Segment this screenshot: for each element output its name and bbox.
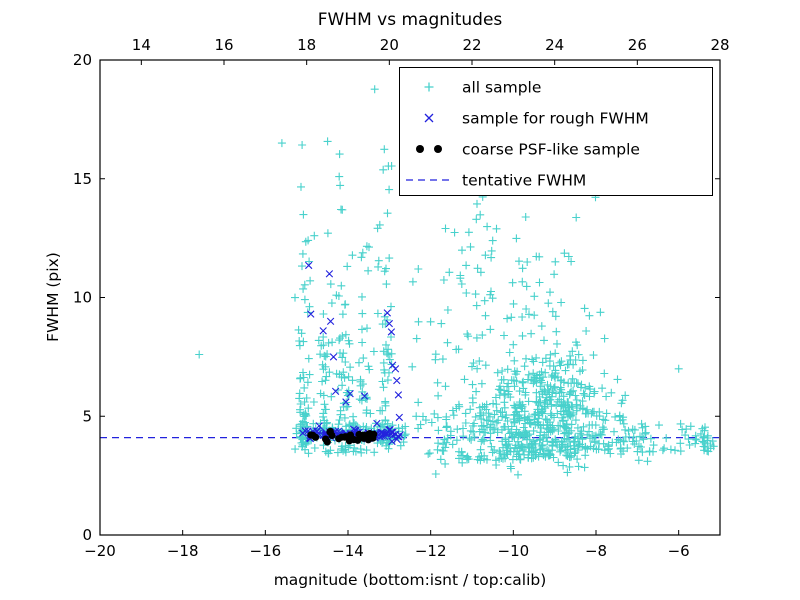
x-tick-label: −8 <box>585 542 607 560</box>
legend: all sample sample for rough FWHM coarse PS… <box>399 67 713 196</box>
y-tick-label: 15 <box>73 170 92 188</box>
top-x-tick-label: 22 <box>462 36 481 54</box>
legend-label: tentative FWHM <box>462 172 586 190</box>
y-tick-label: 5 <box>82 407 92 425</box>
top-x-tick-label: 26 <box>628 36 647 54</box>
top-x-tick-label: 24 <box>545 36 564 54</box>
legend-dot-marker-icon <box>416 145 424 153</box>
top-x-tick-label: 18 <box>297 36 316 54</box>
x-tick-label: −10 <box>498 542 530 560</box>
top-x-tick-label: 28 <box>710 36 729 54</box>
top-x-tick-label: 20 <box>380 36 399 54</box>
y-tick-label: 0 <box>82 526 92 544</box>
legend-label: all sample <box>462 79 541 97</box>
legend-dot-marker-icon <box>434 145 442 153</box>
series-dot <box>307 427 378 446</box>
y-axis-label: FWHM (pix) <box>44 252 62 342</box>
x-tick-label: −18 <box>167 542 199 560</box>
y-tick-label: 10 <box>73 289 92 307</box>
top-x-tick-label: 14 <box>132 36 151 54</box>
x-axis-label: magnitude (bottom:isnt / top:calib) <box>274 571 547 589</box>
x-tick-label: −16 <box>250 542 282 560</box>
chart-title: FWHM vs magnitudes <box>318 10 503 30</box>
x-tick-label: −6 <box>668 542 690 560</box>
legend-label: sample for rough FWHM <box>462 110 649 128</box>
legend-box <box>399 67 713 196</box>
x-tick-label: −12 <box>415 542 447 560</box>
axes: −20 −18 −16 −14 −12 −10 −8 −6 14 16 18 20 22 24 26 28 0 5… <box>73 36 730 560</box>
plot-frame <box>99 59 721 536</box>
x-tick-label: −20 <box>84 542 116 560</box>
legend-plus-marker-icon <box>424 82 434 92</box>
y-tick-label: 20 <box>73 51 92 69</box>
legend-cross-marker-icon <box>424 113 434 123</box>
x-tick-label: −14 <box>332 542 364 560</box>
series-plus <box>195 85 718 479</box>
top-x-tick-label: 16 <box>214 36 233 54</box>
scatter-points <box>195 85 718 479</box>
legend-label: coarse PSF-like sample <box>462 141 640 159</box>
